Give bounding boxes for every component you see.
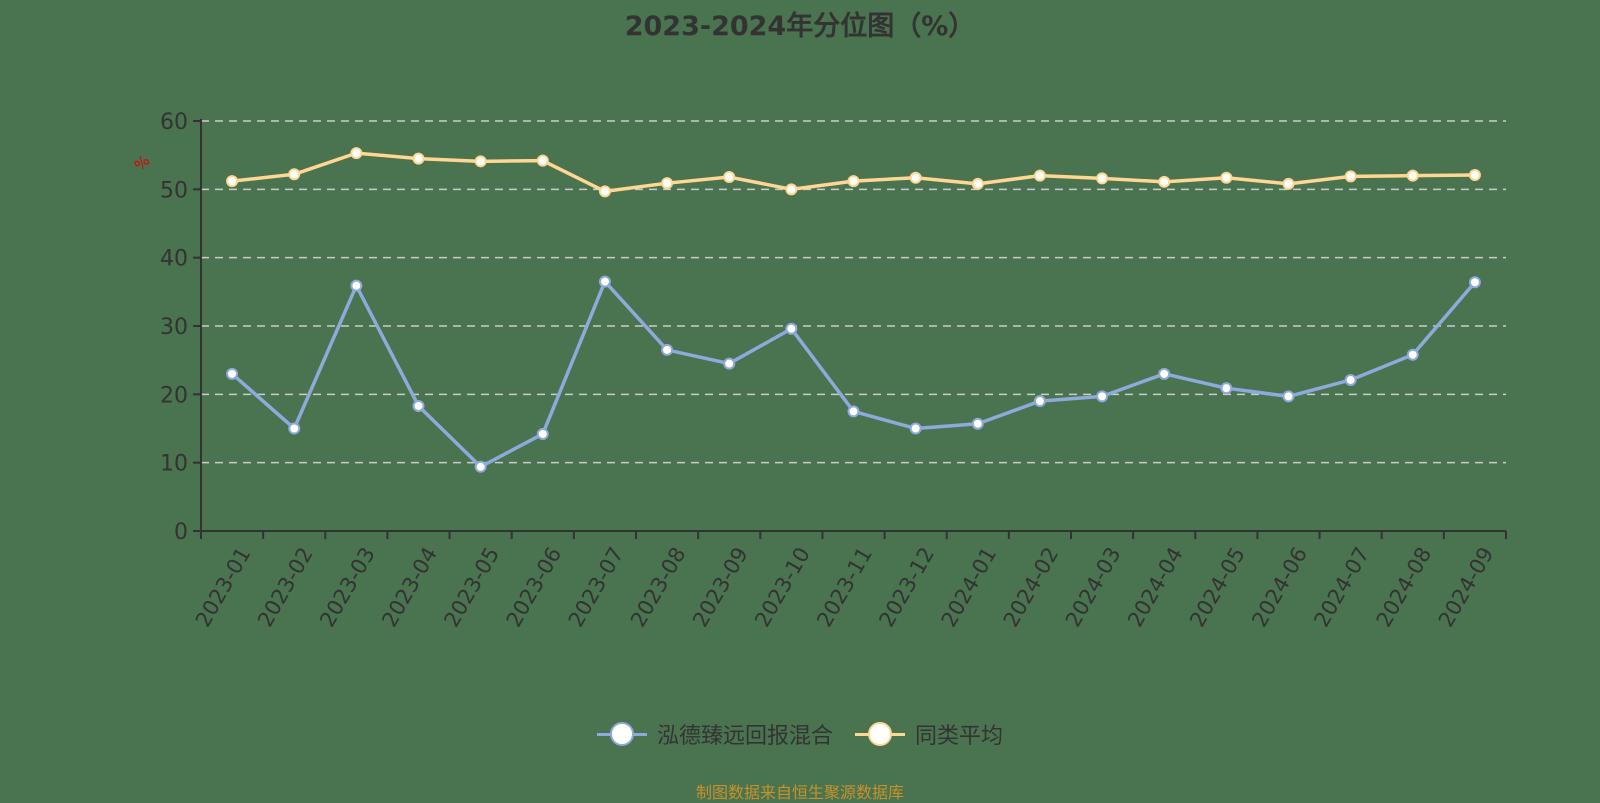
x-tick-label: 2023-10 xyxy=(750,543,815,631)
legend-item-average[interactable]: 同类平均 xyxy=(855,718,1003,750)
y-axis-title: % xyxy=(131,152,154,175)
data-point[interactable] xyxy=(1220,171,1233,184)
legend-item-fund[interactable]: 泓德臻远回报混合 xyxy=(596,718,833,750)
x-tick-label: 2023-09 xyxy=(688,543,753,631)
data-point[interactable] xyxy=(598,275,611,288)
x-tick-label: 2023-04 xyxy=(377,543,442,631)
x-tick-label: 2024-05 xyxy=(1185,543,1250,631)
data-point[interactable] xyxy=(1468,168,1481,181)
data-point[interactable] xyxy=(971,177,984,190)
data-point[interactable] xyxy=(971,417,984,430)
x-tick-label: 2024-06 xyxy=(1247,543,1312,631)
data-point[interactable] xyxy=(1406,169,1419,182)
x-tick-label: 2023-03 xyxy=(315,543,380,631)
legend: 泓德臻远回报混合 同类平均 xyxy=(0,718,1600,750)
x-tick-label: 2024-02 xyxy=(999,543,1064,631)
data-point[interactable] xyxy=(1033,169,1046,182)
data-point[interactable] xyxy=(723,171,736,184)
x-tick-label: 2023-02 xyxy=(253,543,318,631)
data-point[interactable] xyxy=(661,343,674,356)
x-tick-label: 2024-09 xyxy=(1434,543,1499,631)
data-point[interactable] xyxy=(1282,390,1295,403)
x-tick-label: 2023-07 xyxy=(564,543,629,631)
y-tick-label: 20 xyxy=(160,383,188,408)
data-point[interactable] xyxy=(536,154,549,167)
data-point[interactable] xyxy=(1282,177,1295,190)
x-tick-label: 2024-08 xyxy=(1372,543,1437,631)
data-point[interactable] xyxy=(412,399,425,412)
x-tick-label: 2023-01 xyxy=(191,543,256,631)
data-point[interactable] xyxy=(288,422,301,435)
data-point[interactable] xyxy=(1406,348,1419,361)
data-point[interactable] xyxy=(847,405,860,418)
data-point[interactable] xyxy=(350,279,363,292)
legend-marker-fund-icon xyxy=(596,721,647,747)
data-point[interactable] xyxy=(1096,172,1109,185)
y-tick-label: 50 xyxy=(160,178,188,203)
chart-title: 2023-2024年分位图（%） xyxy=(624,11,976,42)
data-point[interactable] xyxy=(1158,175,1171,188)
data-point[interactable] xyxy=(350,147,363,160)
y-axis-ticks: 0 10 20 30 40 50 60 xyxy=(160,110,201,545)
series-average xyxy=(226,147,1481,198)
data-point[interactable] xyxy=(1033,395,1046,408)
data-point[interactable] xyxy=(1096,390,1109,403)
data-point[interactable] xyxy=(1468,276,1481,289)
data-point[interactable] xyxy=(785,183,798,196)
x-tick-label: 2024-04 xyxy=(1123,543,1188,631)
x-tick-label: 2023-05 xyxy=(439,543,504,631)
legend-label-average: 同类平均 xyxy=(915,724,1004,749)
y-tick-label: 60 xyxy=(160,110,188,135)
data-point[interactable] xyxy=(847,175,860,188)
data-point[interactable] xyxy=(226,175,239,188)
y-tick-label: 30 xyxy=(160,315,188,340)
y-tick-label: 0 xyxy=(174,520,188,545)
data-point[interactable] xyxy=(785,322,798,335)
data-source-note: 制图数据来自恒生聚源数据库 xyxy=(695,783,904,802)
data-point[interactable] xyxy=(909,422,922,435)
data-point[interactable] xyxy=(536,427,549,440)
data-point[interactable] xyxy=(226,367,239,380)
y-tick-label: 40 xyxy=(160,247,188,272)
data-point[interactable] xyxy=(661,177,674,190)
data-point[interactable] xyxy=(909,171,922,184)
x-tick-label: 2023-11 xyxy=(812,543,877,631)
data-point[interactable] xyxy=(288,168,301,181)
x-tick-label: 2023-06 xyxy=(502,543,567,631)
grid-lines xyxy=(201,120,1506,464)
x-tick-label: 2024-07 xyxy=(1309,543,1374,631)
y-tick-label: 10 xyxy=(160,452,188,477)
data-point[interactable] xyxy=(1344,373,1357,386)
x-tick-label: 2024-01 xyxy=(937,543,1002,631)
data-point[interactable] xyxy=(412,152,425,165)
series-lines xyxy=(226,147,1481,473)
series-fund xyxy=(226,275,1481,473)
data-point[interactable] xyxy=(474,460,487,473)
legend-label-fund: 泓德臻远回报混合 xyxy=(656,724,833,749)
x-tick-label: 2024-03 xyxy=(1061,543,1126,631)
x-tick-label: 2023-08 xyxy=(626,543,691,631)
data-point[interactable] xyxy=(1344,170,1357,183)
data-point[interactable] xyxy=(1220,382,1233,395)
x-axis-ticks: 2023-012023-022023-032023-042023-052023-… xyxy=(191,531,1507,631)
x-tick-label: 2023-12 xyxy=(874,543,939,631)
data-point[interactable] xyxy=(474,155,487,168)
data-point[interactable] xyxy=(598,185,611,198)
data-point[interactable] xyxy=(723,357,736,370)
data-point[interactable] xyxy=(1158,367,1171,380)
series-line xyxy=(230,279,1477,469)
legend-marker-average-icon xyxy=(855,721,905,747)
